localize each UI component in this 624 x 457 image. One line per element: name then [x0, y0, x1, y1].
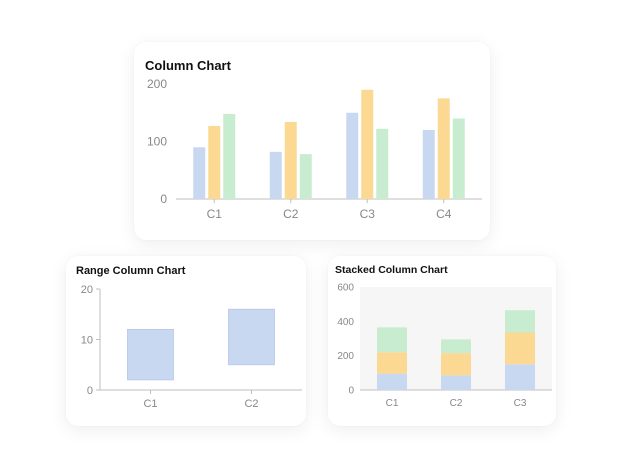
bar	[437, 98, 450, 199]
stacked-bar-segment	[377, 352, 407, 374]
range-bar	[127, 329, 174, 381]
range-column-chart-card: Range Column Chart 0 10 20 C1 C2	[66, 256, 306, 426]
bar	[452, 118, 465, 199]
bar	[208, 125, 221, 199]
stacked-bar-segment	[441, 339, 471, 354]
y-tick-label: 100	[147, 135, 167, 149]
column-chart-card: Column Chart 0 100 200 C1 C2 C3 C4	[134, 42, 490, 240]
y-tick-label: 200	[337, 351, 354, 362]
y-tick-label: 0	[160, 192, 167, 206]
column-chart-svg: 0 100 200 C1 C2 C3 C4	[147, 77, 482, 221]
y-tick-label: 0	[348, 386, 354, 397]
bar	[269, 151, 282, 199]
range-column-chart-svg: 0 10 20 C1 C2	[81, 284, 302, 410]
bar	[346, 112, 359, 199]
bar	[223, 113, 236, 199]
x-tick-label: C4	[436, 207, 452, 221]
x-tick-label: C3	[360, 207, 376, 221]
stacked-column-chart-card: Stacked Column Chart 0 200 400 600 C1 C2 C3	[328, 256, 556, 426]
stacked-bar-segment	[505, 310, 535, 333]
bar	[284, 121, 297, 199]
range-column-chart-title: Range Column Chart	[76, 265, 186, 277]
stacked-bar-segment	[505, 364, 535, 390]
y-tick-label: 10	[81, 335, 93, 347]
stacked-bar-segment	[441, 375, 471, 390]
x-tick-label: C2	[244, 398, 258, 410]
y-tick-label: 200	[147, 77, 167, 91]
range-bar	[228, 308, 275, 366]
stacked-bar-segment	[377, 327, 407, 353]
bar	[361, 89, 374, 199]
x-tick-label: C1	[207, 207, 223, 221]
bar	[193, 147, 206, 199]
stacked-column-chart-title: Stacked Column Chart	[335, 264, 448, 276]
bar	[422, 130, 435, 199]
x-tick-label: C2	[450, 398, 463, 409]
stacked-bar-segment	[441, 353, 471, 376]
y-tick-label: 600	[337, 283, 354, 294]
y-tick-label: 0	[87, 385, 93, 397]
stacked-column-chart-svg: 0 200 400 600 C1 C2 C3	[337, 283, 552, 409]
y-tick-label: 20	[81, 284, 93, 296]
x-tick-label: C3	[514, 398, 527, 409]
y-tick-label: 400	[337, 317, 354, 328]
x-tick-label: C1	[386, 398, 399, 409]
column-chart-title: Column Chart	[145, 58, 231, 73]
x-tick-label: C2	[283, 207, 299, 221]
stacked-bar-segment	[377, 373, 407, 390]
bar	[376, 128, 389, 199]
x-tick-label: C1	[143, 398, 157, 410]
stacked-bar-segment	[505, 332, 535, 365]
bar	[299, 154, 312, 199]
